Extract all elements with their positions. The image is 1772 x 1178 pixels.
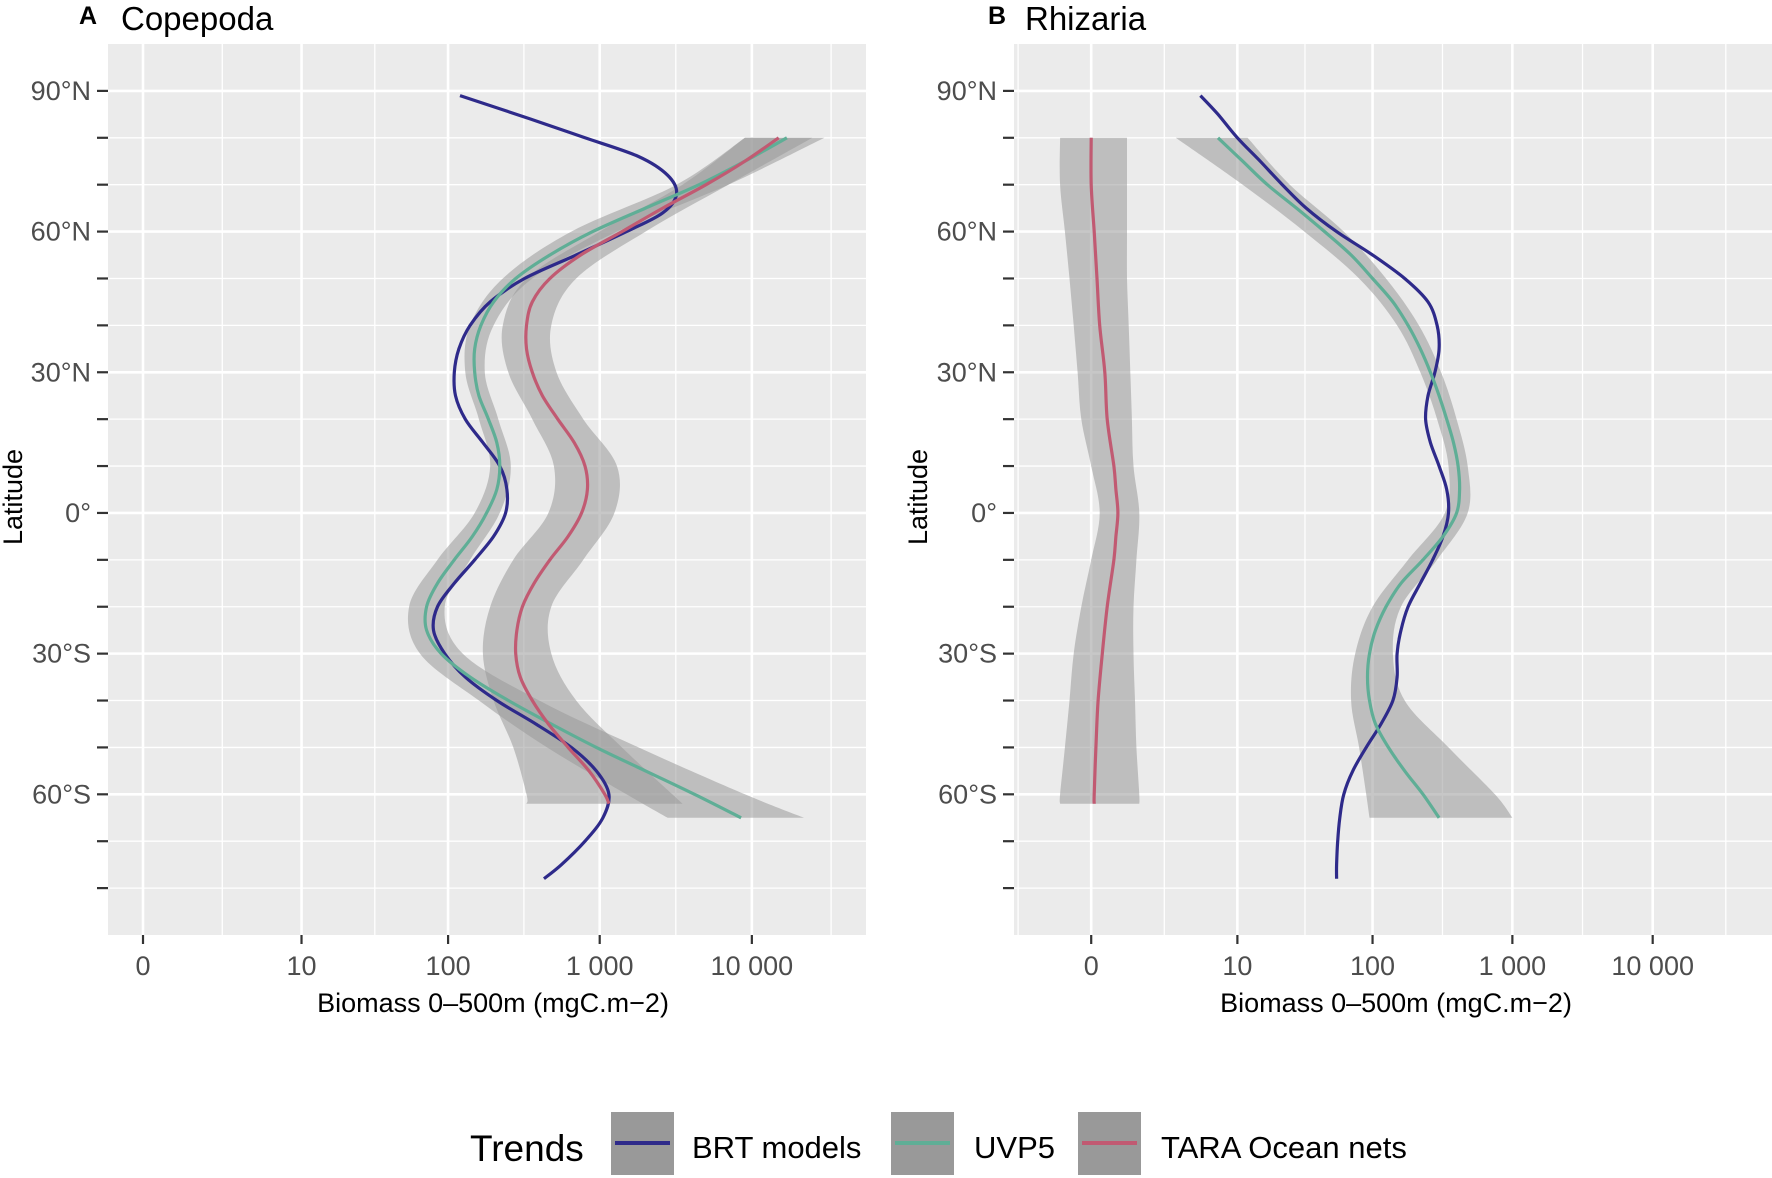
panel-a-x-tick-label: 0 [135,951,150,981]
panel-a-band-uvp5 [407,137,825,818]
panel-a-x-axis-title: Biomass 0–500m (mgC.m−2) [317,988,669,1018]
panel-b-y-tick-label: 60°S [938,779,997,809]
panel-b-y-tick-label: 30°S [938,639,997,669]
panel-a-x-tick-label: 1 000 [566,951,634,981]
panel-a-line-tara [513,136,780,805]
legend-title: Trends [470,1128,584,1169]
panel-a-x-tick-label: 10 [286,951,316,981]
panel-a-x-tick-label: 10 000 [711,951,794,981]
panel-a-line-brt [431,94,679,880]
panel-a-y-tick-label: 60°S [32,779,91,809]
panel-b-x-tick-label: 0 [1084,951,1099,981]
panel-b: B Rhizaria 0 10 100 1 000 10 000 90°N 60°N 30°… [903,0,1772,1018]
panel-b-y-axis-title: Latitude [903,449,933,545]
legend-label-brt: BRT models [692,1130,861,1165]
panel-a-line-uvp5 [423,136,788,820]
panel-b-y-tick-label: 30°N [937,357,997,387]
panel-a-y-tick-label: 30°S [32,639,91,669]
panel-b-band-tara [1059,137,1140,804]
panel-b-y-tick-label: 0° [971,498,997,528]
panel-b-line-brt [1199,94,1451,879]
panel-a-y-tick-label: 0° [65,498,91,528]
panel-a-x-tick-label: 100 [426,951,471,981]
panel-a-y-axis-title: Latitude [0,449,28,545]
panel-a-letter: A [79,2,97,30]
panel-b-title: Rhizaria [1025,0,1147,37]
panel-a-y-tick-label: 90°N [31,76,91,106]
panel-b-x-tick-label: 1 000 [1479,951,1547,981]
panel-b-y-tick-label: 90°N [937,76,997,106]
panel-b-x-axis-title: Biomass 0–500m (mgC.m−2) [1220,988,1572,1018]
panel-b-x-tick-label: 10 000 [1611,951,1694,981]
panel-b-x-tick-label: 10 [1222,951,1252,981]
panel-b-letter: B [988,2,1006,30]
legend-label-tara: TARA Ocean nets [1161,1130,1407,1165]
panel-b-y-tick-label: 60°N [937,217,997,247]
panel-a-band-tara [482,137,813,804]
panel-a: A Copepoda 0 10 100 1 000 10 000 90°N 60°N 30°… [0,0,866,1018]
panel-a-title: Copepoda [121,0,274,37]
panel-b-line-tara [1089,137,1120,804]
panel-b-x-tick-label: 100 [1350,951,1395,981]
legend: Trends BRT models UVP5 TARA Ocean nets [470,1112,1407,1175]
panel-b-line-uvp5 [1216,136,1462,819]
panel-a-y-tick-label: 30°N [31,357,91,387]
legend-label-uvp5: UVP5 [974,1130,1055,1165]
panel-a-y-tick-label: 60°N [31,217,91,247]
